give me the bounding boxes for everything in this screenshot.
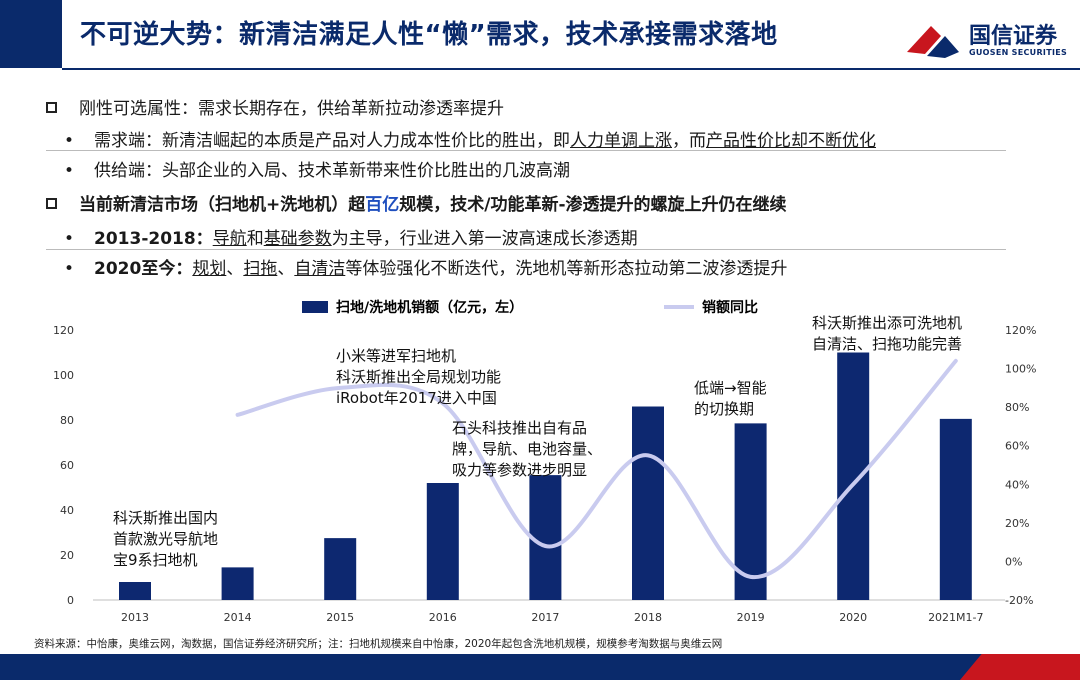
annotation-line: 牌，导航、电池容量、 <box>452 440 602 458</box>
header-accent-bar <box>0 0 62 68</box>
guosen-logo-icon <box>907 26 959 58</box>
square-bullet-icon <box>46 198 57 209</box>
x-tick-2018: 2018 <box>634 611 662 624</box>
bar-2014 <box>221 567 254 600</box>
y-right-tick: -20% <box>1005 594 1033 607</box>
y-right-tick: 40% <box>1005 478 1029 491</box>
legend-bar-swatch <box>302 301 328 313</box>
x-tick-2016: 2016 <box>429 611 457 624</box>
dot-bullet-icon: • <box>64 131 75 151</box>
annotation-line: 科沃斯推出添可洗地机 <box>812 314 962 332</box>
bar-2018 <box>632 406 664 600</box>
section1-heading: 刚性可选属性：需求长期存在，供给革新拉动渗透率提升 <box>46 94 504 119</box>
section2-bullet-2013: • 2013-2018：导航和基础参数为主导，行业进入第一波高速成长渗透期 <box>64 229 638 249</box>
annotation-line: iRobot年2017进入中国 <box>336 389 497 407</box>
logo-name-en: GUOSEN SECURITIES <box>969 48 1068 57</box>
x-tick-2020: 2020 <box>839 611 867 624</box>
bullet-underline <box>46 150 1006 151</box>
y-right-tick: 100% <box>1005 363 1036 376</box>
section1-bullet-supply: • 供给端：头部企业的入局、技术革新带来性价比胜出的几波高潮 <box>64 161 570 181</box>
square-bullet-icon <box>46 102 57 113</box>
annotation-line: 首款激光导航地 <box>113 530 218 548</box>
legend-line-label: 销额同比 <box>702 299 758 316</box>
annotation-line: 科沃斯推出国内 <box>113 509 218 527</box>
annotation-line: 小米等进军扫地机 <box>336 347 456 365</box>
y-right-tick: 20% <box>1005 517 1029 530</box>
page-title: 不可逆大势：新清洁满足人性“懒”需求，技术承接需求落地 <box>80 20 778 50</box>
chart-legend: 扫地/洗地机销额（亿元，左） 销额同比 <box>302 299 758 316</box>
bar-2015 <box>324 538 357 600</box>
legend-bar-label: 扫地/洗地机销额（亿元，左） <box>336 299 523 316</box>
section1-bullet-demand: • 需求端：新清洁崛起的本质是产品对人力成本性价比的胜出，即人力单调上涨，而产品性… <box>64 131 876 151</box>
y-left-tick: 80 <box>60 414 74 427</box>
annotation-line: 自清洁、扫拖功能完善 <box>812 335 962 353</box>
guosen-logo: 国信证券 GUOSEN SECURITIES <box>905 16 1075 66</box>
y-left-tick: 100 <box>53 369 74 382</box>
y-right-tick: 60% <box>1005 440 1029 453</box>
y-left-tick: 60 <box>60 459 74 472</box>
annotation-line: 低端→智能 <box>694 379 767 397</box>
bar-series <box>119 352 972 600</box>
x-tick-2021M1-7: 2021M1-7 <box>928 611 983 624</box>
sales-chart: 扫地/洗地机销额（亿元，左） 销额同比 0 20 40 60 80 100 120 -20%… <box>53 299 1036 624</box>
annotation-line: 的切换期 <box>694 400 754 418</box>
annotation-line: 科沃斯推出全局规划功能 <box>336 368 501 386</box>
y-left-tick: 40 <box>60 504 74 517</box>
y-left-tick: 0 <box>67 594 74 607</box>
y-right-tick: 0% <box>1005 555 1022 568</box>
y-axis-right: -20% 0% 20% 40% 60% 80% 100% 120% <box>1005 324 1036 607</box>
bar-2017 <box>529 475 562 600</box>
annotation-line: 石头科技推出自有品 <box>452 419 587 437</box>
annotation-line: 宝9系扫地机 <box>113 551 198 569</box>
y-right-tick: 80% <box>1005 401 1029 414</box>
yoy-line <box>235 358 958 579</box>
section2-bullet-2020: • 2020至今：规划、扫拖、自清洁等体验强化不断迭代，洗地机等新形态拉动第二波渗… <box>64 259 788 279</box>
y-axis-left: 0 20 40 60 80 100 120 <box>53 324 74 607</box>
dot-bullet-icon: • <box>64 229 75 249</box>
x-axis-labels: 2013 2014 2015 2016 2017 2018 2019 2020 2021M1-7 <box>121 611 984 624</box>
bottom-red-accent <box>960 654 1080 680</box>
bar-2020 <box>837 352 870 600</box>
dot-bullet-icon: • <box>64 161 75 181</box>
source-note: 资料来源：中怡康，奥维云网，淘数据，国信证券经济研究所；注：扫地机规模来自中怡康… <box>34 638 723 650</box>
bar-2021M1-7 <box>939 418 972 600</box>
x-tick-2017: 2017 <box>531 611 559 624</box>
bullet-underline <box>46 249 1006 250</box>
logo-name-cn: 国信证券 <box>969 24 1058 49</box>
x-tick-2014: 2014 <box>224 611 252 624</box>
dot-bullet-icon: • <box>64 259 75 279</box>
x-tick-2013: 2013 <box>121 611 149 624</box>
x-tick-2019: 2019 <box>737 611 765 624</box>
header-rule <box>62 68 1080 70</box>
y-right-tick: 120% <box>1005 324 1036 337</box>
x-tick-2015: 2015 <box>326 611 354 624</box>
y-left-tick: 120 <box>53 324 74 337</box>
bar-2013 <box>119 582 151 600</box>
bar-2016 <box>426 483 459 600</box>
annotation-line: 吸力等参数进步明显 <box>452 461 587 479</box>
y-left-tick: 20 <box>60 549 74 562</box>
bottom-band <box>0 654 1080 680</box>
section2-heading: 当前新清洁市场（扫地机+洗地机）超百亿规模，技术/功能革新-渗透提升的螺旋上升仍… <box>46 190 787 215</box>
